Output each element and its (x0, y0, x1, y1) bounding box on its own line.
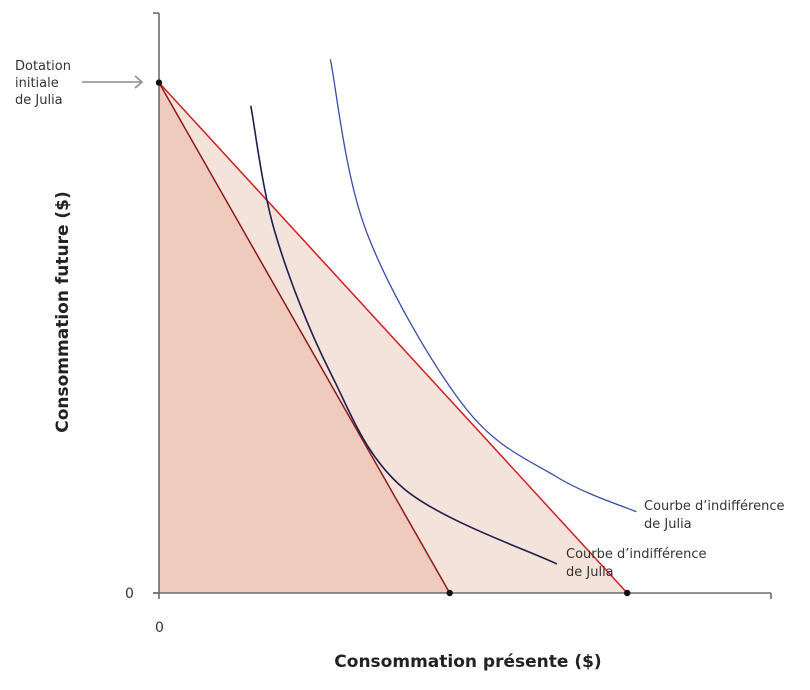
indifference-curve-inner (250, 105, 558, 565)
endowment-point (155, 79, 163, 86)
x-intercept-point (446, 589, 453, 597)
x-tick-label-0: 0 (155, 620, 164, 636)
ic-inner-label-line-1: Courbe d’indifférence (566, 547, 707, 562)
budget-constraint-flat (158, 82, 628, 594)
endowment-label-line-1: Dotation (15, 59, 71, 74)
budget-constraint-steep (158, 82, 451, 594)
x-intercept-point (623, 589, 631, 597)
ic-outer-label-line-2: de Julia (644, 517, 692, 532)
endowment-arrowhead (134, 75, 144, 89)
x-axis-title: Consommation présente ($) (334, 652, 601, 672)
endowment-label-line-2: initiale (15, 76, 59, 91)
endowment-label-line-3: de Julia (15, 93, 63, 108)
ic-outer-label-line-1: Courbe d’indifférence (644, 499, 785, 514)
indifference-curve-outer (329, 59, 637, 513)
points-group (155, 79, 631, 597)
y-tick-label-0: 0 (125, 586, 134, 602)
ic-inner-label-line-2: de Julia (566, 565, 614, 580)
y-axis-title: Consommation future ($) (53, 191, 73, 433)
